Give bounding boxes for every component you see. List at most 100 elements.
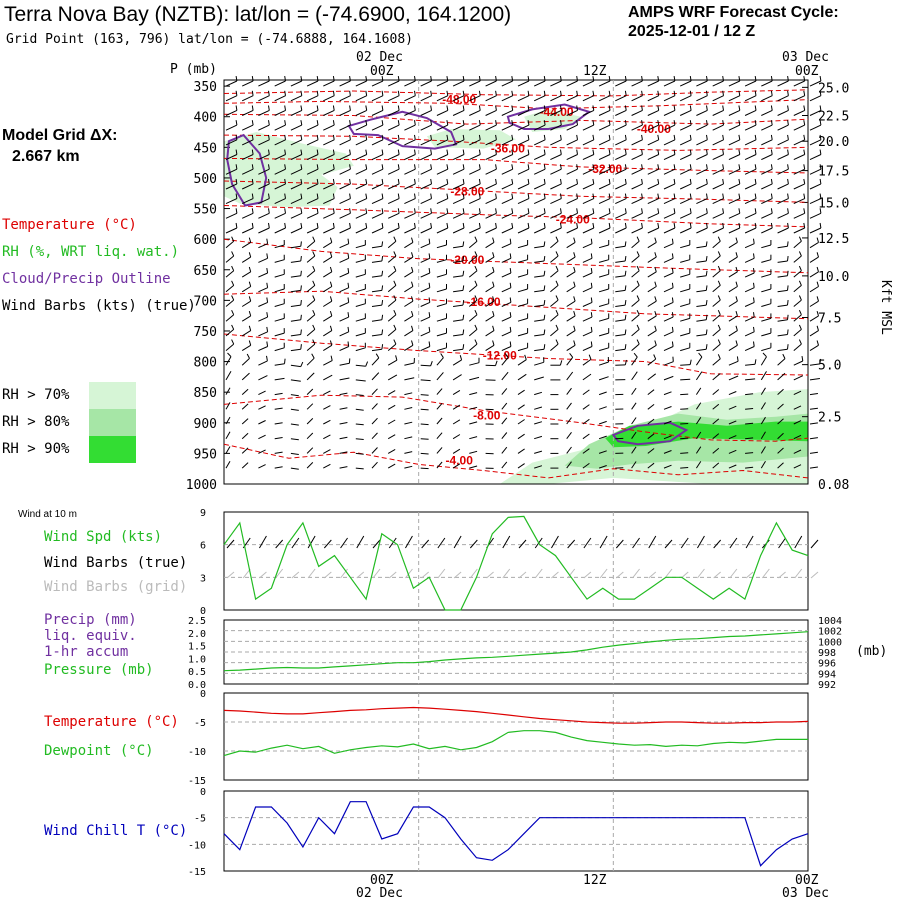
wind-barb-staff <box>486 228 497 233</box>
wind-barb-staff <box>421 288 430 292</box>
wind-barb-staff <box>388 125 399 130</box>
wind-barb-staff <box>778 320 788 321</box>
wind-barb-staff <box>437 289 447 292</box>
wind-barb-flag <box>754 327 755 332</box>
wind-barb-flag <box>350 106 351 111</box>
wind-barb-staff <box>729 331 738 336</box>
wind-barb-staff <box>632 271 640 277</box>
wind-barb-staff <box>680 438 688 439</box>
wind-barb-staff <box>761 81 772 86</box>
wind-barb-staff <box>810 423 818 424</box>
wind-barb-flag <box>249 252 250 257</box>
wind-barb-staff <box>291 320 301 321</box>
wind-barb-staff <box>810 184 821 189</box>
wind-barb-staff <box>648 316 657 321</box>
wind-barb-flag <box>799 325 801 330</box>
wind-barb-staff <box>583 347 592 351</box>
wind-barb-staff <box>404 331 413 336</box>
wind-barb-staff <box>567 81 578 86</box>
wind-barb-staff <box>696 155 707 160</box>
wind-barb-flag <box>556 296 558 301</box>
wind-barb-flag <box>788 150 789 155</box>
sfc-wind-barb-true <box>568 540 575 548</box>
wind-barb-staff <box>323 435 330 439</box>
wind-barb-flag <box>544 179 545 184</box>
wind-barb-staff <box>356 348 366 351</box>
wind-barb-flag <box>625 315 626 320</box>
wind-barb-staff <box>518 333 528 336</box>
wind-barb-staff <box>291 349 301 350</box>
wind-barb-flag <box>706 300 707 305</box>
pressure-level-label: 900 <box>194 417 217 432</box>
wind-barb-staff <box>745 140 756 145</box>
wind-barb-staff <box>534 451 542 453</box>
wind-barb-flag <box>415 150 416 155</box>
wind-barb-staff <box>421 424 429 425</box>
wind-barb-flag <box>736 296 737 301</box>
wind-barb-staff <box>713 359 721 365</box>
wind-barb-flag <box>799 237 801 242</box>
wind-barb-flag <box>512 164 513 169</box>
temperature-contour-line <box>224 90 808 96</box>
wind-barb-flag <box>398 135 399 140</box>
wind-barb-staff <box>275 213 286 218</box>
wind-barb-flag <box>398 208 399 213</box>
wind-barb-staff <box>242 358 249 365</box>
wind-barb-staff <box>372 246 382 247</box>
wind-barb-flag <box>718 281 720 286</box>
wind-barb-flag <box>350 91 351 96</box>
wind-barb-staff <box>437 318 447 321</box>
wind-barb-flag <box>313 325 315 330</box>
wind-barb-flag <box>463 241 464 246</box>
wind-barb-flag <box>723 164 724 169</box>
wind-barb-flag <box>755 359 756 364</box>
wind-barb-staff <box>696 261 706 262</box>
wind-barb-flag <box>512 223 513 228</box>
wind-barb-staff <box>388 420 395 424</box>
wind-barb-flag <box>707 208 708 213</box>
wind-barb-staff <box>680 424 688 425</box>
wind-barb-flag <box>249 311 250 316</box>
pressure-level-label: 550 <box>194 203 217 218</box>
wind-barb-flag <box>560 360 561 365</box>
wind-barb-flag <box>366 179 367 184</box>
wind-barb-flag <box>479 91 480 96</box>
wind-barb-flag <box>625 344 626 349</box>
wind-barb-staff <box>745 317 754 321</box>
wind-barb-flag <box>788 194 789 199</box>
wind-barb-staff <box>242 316 251 321</box>
wind-barb-flag <box>249 238 250 243</box>
wind-barb-flag <box>463 300 464 305</box>
pressure-level-label: 600 <box>194 233 217 248</box>
wind-barb-staff <box>648 242 657 247</box>
wind-barb-flag <box>415 120 416 125</box>
wind-barb-staff <box>453 435 460 439</box>
wind-barb-staff <box>778 125 789 130</box>
wind-barb-staff <box>648 184 659 189</box>
wind-barb-flag <box>333 179 334 184</box>
wind-barb-staff <box>599 213 610 218</box>
wind-barb-flag <box>493 267 494 272</box>
wind-barb-flag <box>788 241 789 246</box>
wind-barb-flag <box>674 179 675 184</box>
wind-barb-staff <box>534 276 544 277</box>
wind-barb-staff <box>421 155 432 160</box>
wind-barb-flag <box>412 311 413 316</box>
wind-barb-staff <box>761 125 772 130</box>
wind-barb-flag <box>637 325 639 330</box>
wind-speed-line <box>224 516 808 610</box>
wind-barb-staff <box>388 228 399 233</box>
wind-barb-flag <box>736 341 737 346</box>
wind-barb-flag <box>285 223 286 228</box>
wind-barb-flag <box>463 150 464 155</box>
wind-barb-staff <box>729 140 740 145</box>
sfc-wind-barb-grid <box>535 569 542 578</box>
wind-barb-staff <box>307 228 318 233</box>
wind-barb-flag <box>556 340 558 345</box>
wind-barb-flag <box>788 300 789 305</box>
wind-barb-staff <box>307 433 313 439</box>
wind-barb-flag <box>755 223 756 228</box>
wind-barb-flag <box>313 251 315 256</box>
wind-barb-staff <box>421 453 429 454</box>
wind-barb-staff <box>794 125 805 130</box>
